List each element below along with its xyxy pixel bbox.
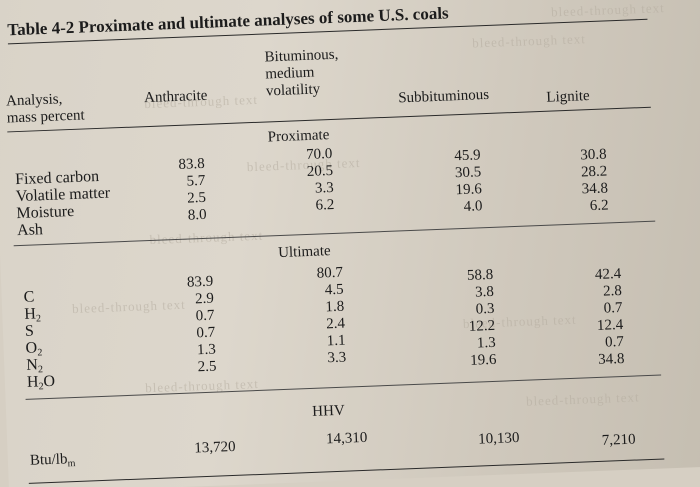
label-sulfur: S (24, 322, 35, 340)
ultimate-subbituminous: 58.8 3.8 0.3 12.2 1.3 19.6 (449, 267, 497, 371)
cell: 2.9 (194, 290, 215, 308)
header-bituminous-line3: volatility (265, 81, 321, 100)
cell: 19.6 (469, 351, 497, 369)
header-bituminous-line1: Bituminous, (264, 46, 339, 66)
cell: 2.4 (325, 315, 346, 333)
label-btu-per-lb: Btu/lbm (29, 451, 76, 470)
cell: 2.8 (602, 282, 623, 300)
proximate-heading: Proximate (267, 127, 330, 146)
label-hydrogen: H2 (23, 305, 42, 325)
cell: 30.5 (454, 164, 482, 182)
cell: 3.8 (474, 283, 495, 301)
cell: 3.3 (327, 349, 347, 367)
hhv-subbituminous: 10,130 (477, 430, 520, 448)
hhv-heading: HHV (311, 402, 346, 420)
header-anthracite: Anthracite (143, 87, 208, 107)
cell: 2.5 (197, 358, 217, 376)
cell: 1.3 (476, 334, 497, 352)
cell: 28.2 (580, 163, 608, 181)
hhv-lignite: 7,210 (601, 431, 636, 449)
cell: 4.5 (324, 281, 344, 299)
cell: 2.5 (186, 189, 207, 207)
label-carbon: C (23, 288, 35, 306)
cell: 6.2 (315, 196, 335, 214)
label-ash: Ash (16, 221, 44, 240)
ultimate-labels: C H2 S O2 N2 H2O (23, 288, 56, 393)
cell: 80.7 (316, 264, 344, 282)
cell: 45.9 (454, 147, 481, 165)
cell: 3.3 (314, 179, 335, 197)
ultimate-bituminous: 80.7 4.5 1.8 2.4 1.1 3.3 (299, 265, 347, 369)
cell: 1.1 (326, 332, 346, 350)
hhv-anthracite: 13,720 (194, 438, 236, 457)
cell: 42.4 (594, 265, 622, 283)
cell: 20.5 (306, 162, 334, 180)
proximate-lignite: 30.8 28.2 34.8 6.2 (562, 146, 609, 216)
cell: 0.3 (475, 300, 495, 318)
header-analysis-line1: Analysis, (5, 91, 63, 110)
bottom-rule (28, 458, 665, 485)
cell: 12.2 (468, 317, 496, 335)
header-subbituminous: Subbituminous (398, 86, 490, 107)
cell: 4.0 (463, 198, 483, 215)
proximate-anthracite: 83.8 5.7 2.5 8.0 (160, 156, 207, 226)
cell: 8.0 (187, 206, 207, 224)
proximate-subbituminous: 45.9 30.5 19.6 4.0 (436, 147, 483, 217)
ultimate-anthracite: 83.9 2.9 0.7 0.7 1.3 2.5 (169, 274, 217, 378)
cell: 5.7 (186, 172, 206, 190)
cell: 34.8 (597, 350, 625, 368)
cell: 0.7 (196, 324, 216, 342)
table-title: Table 4-2 Proximate and ultimate analyse… (7, 3, 449, 40)
cell: 1.8 (325, 298, 345, 316)
cell: 70.0 (305, 145, 333, 163)
cell: 83.8 (178, 155, 205, 173)
label-nitrogen: N2 (25, 356, 44, 376)
ultimate-lignite: 42.4 2.8 0.7 12.4 0.7 34.8 (577, 266, 625, 370)
cell: 0.7 (603, 299, 623, 317)
hhv-bituminous: 14,310 (325, 429, 368, 448)
cell: 83.9 (186, 273, 214, 291)
ultimate-heading: Ultimate (277, 243, 331, 262)
cell: 0.7 (604, 333, 625, 351)
label-volatile-matter: Volatile matter (15, 184, 111, 206)
cell: 1.3 (196, 341, 217, 359)
label-water: H2O (26, 372, 56, 393)
header-analysis-line2: mass percent (6, 107, 85, 127)
label-oxygen: O2 (25, 339, 43, 359)
cell: 34.8 (581, 180, 609, 198)
cell: 19.6 (455, 181, 483, 199)
header-lignite: Lignite (546, 88, 590, 106)
proximate-bituminous: 70.0 20.5 3.3 6.2 (288, 146, 335, 216)
cell: 12.4 (596, 316, 624, 334)
proximate-labels: Fixed carbon Volatile matter Moisture As… (15, 168, 112, 240)
cell: 30.8 (580, 146, 607, 164)
cell: 0.7 (195, 307, 215, 325)
cell: 58.8 (466, 266, 494, 284)
cell: 6.2 (589, 197, 609, 215)
header-bituminous-line2: medium (264, 64, 315, 83)
